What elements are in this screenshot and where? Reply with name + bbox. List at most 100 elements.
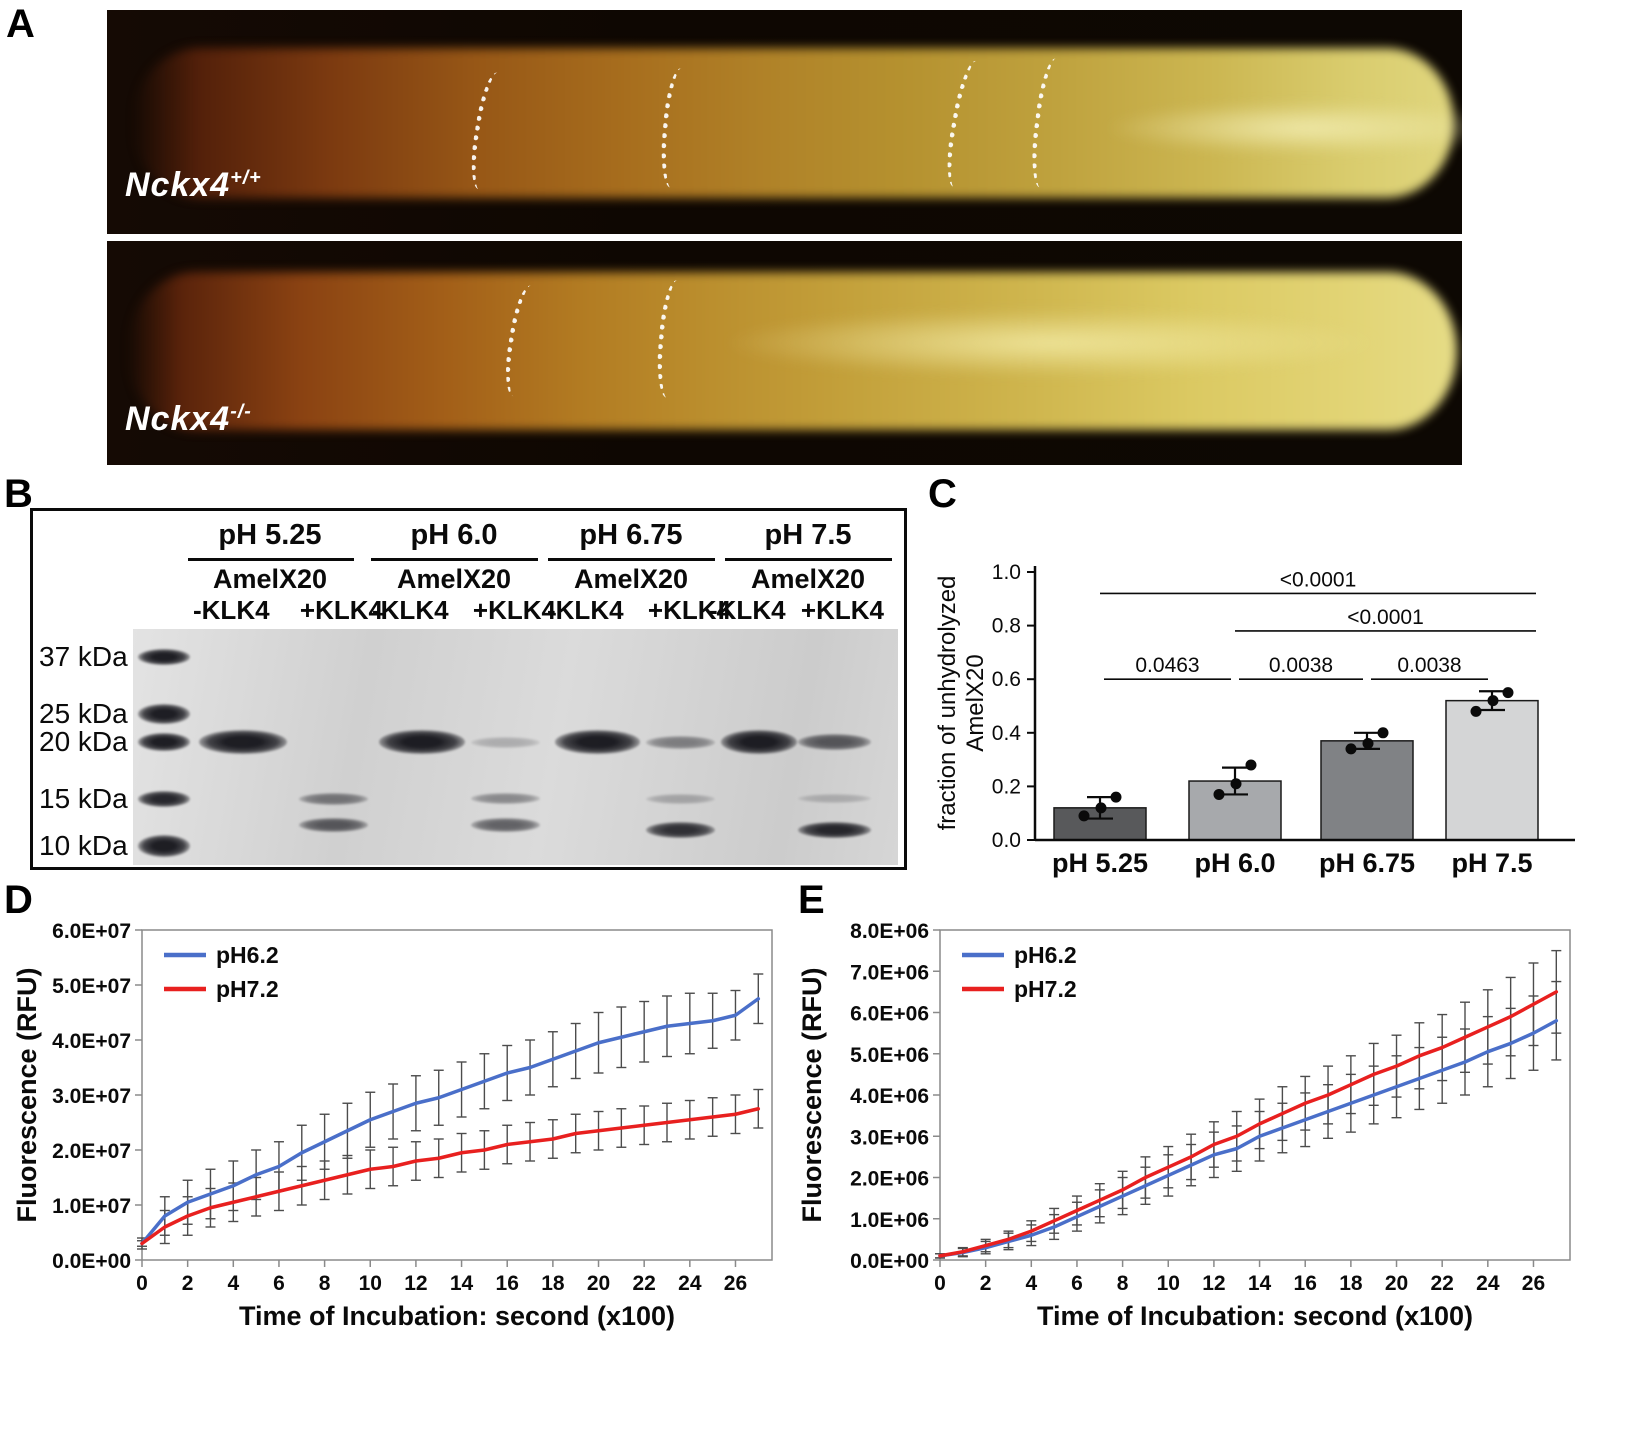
x-tick-label: 18 [1339, 1272, 1363, 1295]
y-tick-label: 4.0E+06 [850, 1085, 929, 1108]
legend-label-pH6.2: pH6.2 [216, 942, 279, 968]
x-category-label: pH 5.25 [1052, 848, 1148, 878]
panel-a-photo: Nckx4+/+ Nckx4-/- [107, 10, 1462, 465]
gel-band [471, 736, 540, 748]
lane-labels: -KLK4 +KLK4 [709, 595, 884, 626]
plus-klk4-label: +KLK4 [800, 595, 884, 625]
x-tick-label: 10 [1157, 1272, 1180, 1295]
x-tick-label: 26 [1522, 1272, 1545, 1295]
y-tick-label: 0.2 [992, 775, 1021, 798]
line-chart-fluorescence-d: 0.0E+00 1.0E+07 2.0E+07 3.0E+07 4.0E+07 5.0E+… [12, 920, 773, 1331]
p-value-label: 0.0463 [1135, 654, 1199, 677]
panel-label-a: A [6, 2, 35, 46]
enamel-highlight [1107, 102, 1462, 154]
panel-label-e: E [798, 878, 825, 922]
data-point [1502, 687, 1514, 699]
gel-band [379, 730, 465, 755]
ph-underline [548, 558, 715, 561]
y-tick-label: 0.0E+00 [850, 1250, 929, 1273]
lane-labels: -KLK4 +KLK4 [193, 595, 383, 626]
substrate-label: AmelX20 [750, 564, 866, 594]
p-value-label: 0.0038 [1269, 654, 1333, 677]
series-line-pH6.2 [938, 1019, 1559, 1258]
x-tick-label: 24 [1476, 1272, 1500, 1295]
gel-band [798, 821, 871, 838]
substrate-label: AmelX20 [212, 564, 328, 594]
gel-band [554, 730, 641, 755]
substrate-label: AmelX20 [573, 564, 689, 594]
gel-band [199, 730, 288, 755]
y-tick-label: 0.0 [992, 829, 1021, 852]
y-tick-label: 3.0E+07 [52, 1085, 131, 1108]
y-tick-label: 6.0E+06 [850, 1003, 929, 1026]
gel-band [798, 794, 871, 804]
y-tick-label: 5.0E+07 [52, 975, 131, 998]
minus-klk4-label: -KLK4 [547, 595, 624, 625]
gel-band [646, 735, 716, 749]
y-tick-label: 1.0E+06 [850, 1209, 929, 1232]
x-tick-label: 12 [1202, 1272, 1225, 1295]
gel-band [471, 817, 540, 832]
gel-band [471, 793, 540, 805]
data-point [1110, 791, 1122, 803]
y-axis-title: fraction of unhydrolyzed [935, 576, 961, 831]
minus-klk4-label: -KLK4 [193, 595, 270, 625]
gel-band [646, 793, 716, 804]
x-tick-label: 22 [1430, 1272, 1453, 1295]
minus-klk4-label: -KLK4 [372, 595, 449, 625]
plus-klk4-label: +KLK4 [647, 595, 731, 625]
x-tick-label: 4 [227, 1272, 239, 1295]
data-point [1230, 778, 1242, 790]
p-value-label: 0.0038 [1397, 654, 1461, 677]
gel-band [137, 790, 190, 807]
y-tick-label: 0.0E+00 [52, 1250, 131, 1273]
gel-band [299, 817, 368, 832]
series-line-pH7.2 [938, 990, 1559, 1258]
x-tick-label: 20 [1385, 1272, 1408, 1295]
gel-band [137, 703, 190, 724]
substrate-label: AmelX20 [396, 564, 512, 594]
x-tick-label: 14 [450, 1272, 474, 1295]
data-point [1487, 695, 1499, 707]
x-tick-label: 0 [934, 1272, 946, 1295]
y-tick-label: 2.0E+07 [52, 1140, 131, 1163]
mw-marker-label: 15 kDa [39, 782, 128, 814]
y-tick-label: 6.0E+07 [52, 920, 131, 943]
data-point [1078, 810, 1090, 822]
panel-label-d: D [4, 878, 33, 922]
mw-marker-label: 37 kDa [39, 641, 128, 673]
gel-band [646, 821, 716, 838]
bar-pH 7.5 [1445, 699, 1539, 841]
x-tick-label: 6 [273, 1272, 285, 1295]
series-line-pH7.2 [140, 1107, 761, 1246]
y-tick-label: 0.4 [992, 722, 1022, 745]
bar-chart-unhydrolyzed-fraction: <0.0001 <0.0001 0.0463 0.0038 0.0038 0.0 0.2 0.… [935, 561, 1575, 878]
gel-image [133, 629, 898, 865]
y-axis-title: Fluorescence (RFU) [12, 967, 42, 1222]
plot-area [141, 929, 773, 1261]
image-divider [107, 234, 1462, 241]
ph-underline [725, 558, 892, 561]
x-tick-label: 2 [182, 1272, 194, 1295]
plus-klk4-label: +KLK4 [472, 595, 556, 625]
ph-group-label: pH 5.25 [218, 519, 322, 551]
data-point [1095, 802, 1107, 814]
x-tick-label: 4 [1025, 1272, 1037, 1295]
x-tick-label: 12 [404, 1272, 427, 1295]
data-point [1377, 727, 1389, 739]
genotype-label-wildtype: Nckx4+/+ [125, 166, 262, 204]
mw-marker-label: 10 kDa [39, 830, 128, 862]
x-tick-label: 20 [587, 1272, 610, 1295]
ph-underline [188, 558, 354, 561]
y-tick-label: 7.0E+06 [850, 961, 929, 984]
gel-band [299, 792, 368, 805]
p-value-label: <0.0001 [1280, 568, 1357, 591]
x-tick-label: 14 [1248, 1272, 1272, 1295]
gel-band [137, 649, 190, 666]
x-tick-label: 16 [1294, 1272, 1317, 1295]
x-tick-label: 16 [496, 1272, 519, 1295]
legend-label-pH7.2: pH7.2 [1014, 976, 1077, 1002]
x-tick-label: 24 [678, 1272, 702, 1295]
panel-label-b: B [4, 472, 33, 516]
